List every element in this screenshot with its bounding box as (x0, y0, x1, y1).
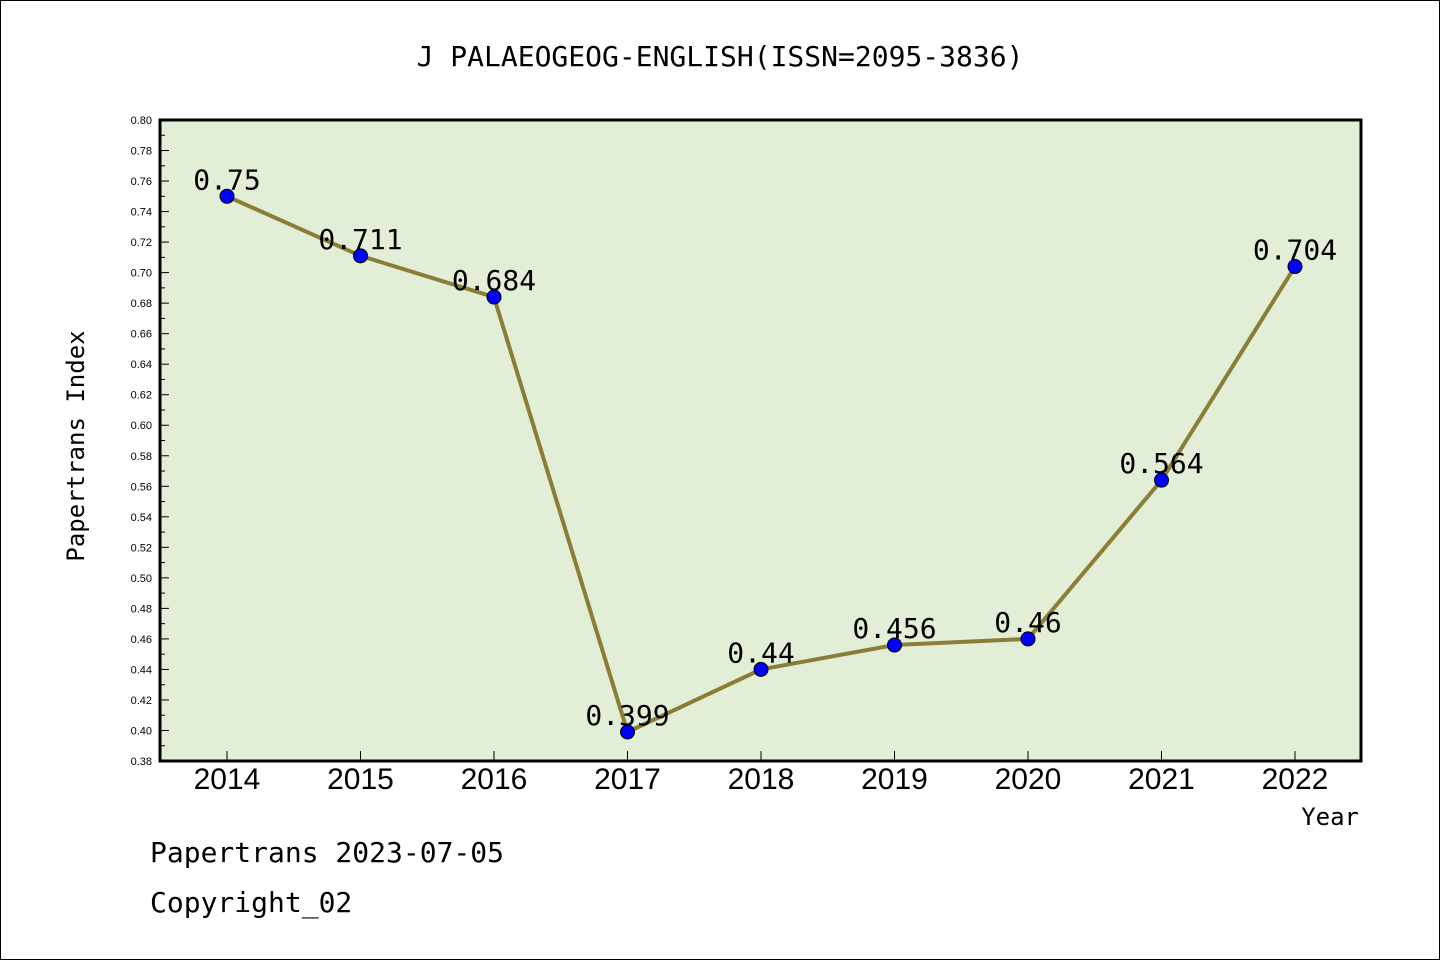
y-axis-title: Papertrans Index (62, 330, 90, 561)
y-tick-label: 0.62 (131, 390, 152, 402)
x-tick-label: 2016 (461, 763, 528, 796)
y-tick-label: 0.42 (131, 695, 152, 707)
data-label: 0.44 (727, 636, 794, 669)
y-tick-label: 0.38 (131, 756, 152, 768)
y-tick-label: 0.72 (131, 237, 152, 249)
data-label: 0.684 (452, 264, 536, 297)
data-label: 0.399 (585, 699, 669, 732)
data-label: 0.704 (1253, 234, 1337, 267)
x-tick-label: 2017 (594, 763, 661, 796)
data-point (887, 637, 902, 653)
data-point (753, 661, 769, 677)
footer-date: Papertrans 2023-07-05 (150, 836, 505, 869)
y-tick-label: 0.44 (131, 664, 152, 676)
y-tick-label: 0.68 (131, 298, 152, 310)
y-tick-label: 0.50 (131, 573, 152, 585)
y-tick-label: 0.56 (131, 481, 152, 493)
x-axis: 2014 2015 2016 2017 2018 2019 2020 2021 2022 (194, 751, 1329, 796)
x-tick-label: 2021 (1128, 763, 1195, 796)
data-series (219, 188, 1303, 740)
x-tick-label: 2018 (728, 763, 795, 796)
y-tick-label: 0.60 (131, 420, 152, 432)
x-tick-label: 2020 (995, 763, 1062, 796)
y-tick-label: 0.66 (131, 329, 152, 341)
footer-copyright: Copyright_02 (150, 886, 353, 919)
x-tick-label: 2022 (1262, 763, 1329, 796)
y-tick-label: 0.48 (131, 603, 152, 615)
data-label: 0.75 (193, 163, 260, 196)
y-tick-label: 0.76 (131, 176, 152, 188)
data-point (486, 289, 502, 305)
data-label: 0.46 (994, 606, 1061, 639)
x-tick-label: 2015 (327, 763, 394, 796)
y-tick-label: 0.74 (131, 207, 152, 219)
y-tick-label: 0.80 (131, 115, 152, 127)
y-tick-label: 0.52 (131, 542, 152, 554)
data-point (1287, 259, 1303, 275)
y-tick-label: 0.40 (131, 725, 152, 737)
x-tick-label: 2014 (194, 763, 261, 796)
y-tick-label: 0.54 (131, 512, 152, 524)
y-tick-label: 0.78 (131, 146, 152, 158)
data-labels: 0.75 0.711 0.684 0.399 0.44 0.456 0.46 0.564 0.7… (193, 163, 1337, 732)
plot-border (158, 118, 1363, 763)
y-tick-label: 0.70 (131, 268, 152, 280)
data-label: 0.456 (852, 612, 936, 645)
y-axis: 0.38 0.40 0.42 0.44 0.46 0.48 0.50 0.52 0.54 0.56… (131, 115, 169, 768)
y-tick-label: 0.46 (131, 634, 152, 646)
data-point (353, 248, 368, 264)
data-point (620, 724, 635, 740)
chart-title: J PALAEOGEOG-ENGLISH(ISSN=2095-3836) (417, 40, 1024, 73)
data-point (1020, 631, 1036, 647)
data-point (219, 188, 235, 204)
data-point (1154, 472, 1169, 488)
data-label: 0.564 (1119, 447, 1203, 480)
x-axis-title: Year (1301, 803, 1359, 831)
plot-area (160, 120, 1361, 761)
data-label: 0.711 (318, 223, 402, 256)
x-tick-label: 2019 (861, 763, 928, 796)
y-tick-label: 0.64 (131, 359, 152, 371)
y-tick-label: 0.58 (131, 451, 152, 463)
